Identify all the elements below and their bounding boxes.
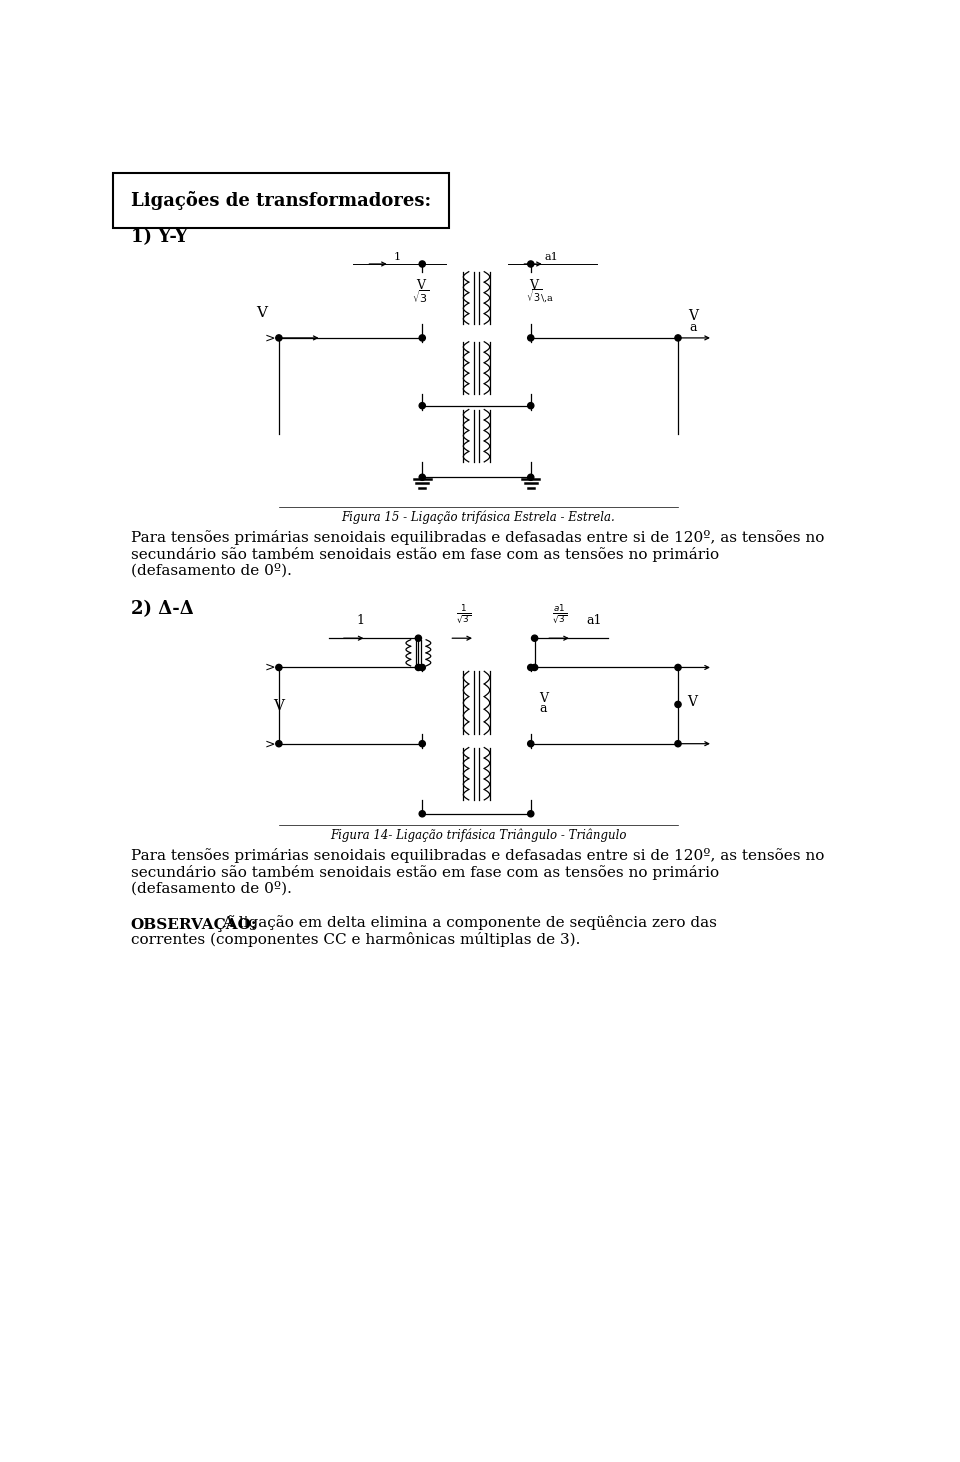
- Text: 1: 1: [356, 614, 364, 627]
- Text: V: V: [539, 692, 547, 705]
- Circle shape: [420, 664, 425, 671]
- Text: >: >: [265, 737, 275, 750]
- Text: 2) Δ-Δ: 2) Δ-Δ: [131, 599, 194, 618]
- Circle shape: [532, 635, 538, 642]
- Text: a: a: [540, 702, 547, 715]
- Circle shape: [528, 335, 534, 341]
- Circle shape: [276, 335, 282, 341]
- Circle shape: [528, 474, 534, 481]
- Circle shape: [420, 474, 425, 481]
- Circle shape: [416, 664, 421, 671]
- Circle shape: [675, 702, 681, 708]
- Circle shape: [420, 260, 425, 268]
- Text: V: V: [529, 279, 539, 292]
- Text: V: V: [274, 699, 284, 713]
- Text: Ligações de transformadores:: Ligações de transformadores:: [131, 192, 431, 211]
- Text: Para tensões primárias senoidais equilibradas e defasadas entre si de 120º, as t: Para tensões primárias senoidais equilib…: [131, 529, 825, 545]
- Text: correntes (componentes CC e harmônicas múltiplas de 3).: correntes (componentes CC e harmônicas m…: [131, 933, 580, 947]
- Text: 1: 1: [394, 251, 401, 262]
- Text: V: V: [687, 694, 697, 709]
- Circle shape: [528, 260, 534, 268]
- Text: a: a: [689, 320, 697, 333]
- Circle shape: [528, 664, 534, 671]
- Text: $\sqrt{3}$: $\sqrt{3}$: [412, 288, 430, 304]
- Circle shape: [420, 741, 425, 747]
- Text: Para tensões primárias senoidais equilibradas e defasadas entre si de 120º, as t: Para tensões primárias senoidais equilib…: [131, 848, 825, 863]
- Text: >: >: [265, 661, 275, 674]
- Text: $\frac{a1}{\sqrt{3}}$: $\frac{a1}{\sqrt{3}}$: [552, 602, 567, 626]
- Text: $\sqrt{3}$\,a: $\sqrt{3}$\,a: [526, 288, 554, 306]
- Text: (defasamento de 0º).: (defasamento de 0º).: [131, 563, 292, 577]
- Circle shape: [420, 811, 425, 817]
- Circle shape: [675, 664, 681, 671]
- Text: secundário são também senoidais estão em fase com as tensões no primário: secundário são também senoidais estão em…: [131, 547, 719, 561]
- Text: A ligação em delta elimina a componente de seqüência zero das: A ligação em delta elimina a componente …: [218, 915, 716, 930]
- Circle shape: [528, 741, 534, 747]
- Circle shape: [675, 741, 681, 747]
- Text: V: V: [417, 279, 425, 292]
- Circle shape: [416, 635, 421, 642]
- Circle shape: [420, 335, 425, 341]
- Text: Figura 14- Ligação trifásica Triângulo - Triângulo: Figura 14- Ligação trifásica Triângulo -…: [330, 829, 626, 842]
- Text: Figura 15 - Ligação trifásica Estrela - Estrela.: Figura 15 - Ligação trifásica Estrela - …: [341, 510, 615, 523]
- Text: a1: a1: [544, 251, 559, 262]
- Text: secundário são também senoidais estão em fase com as tensões no primário: secundário são também senoidais estão em…: [131, 864, 719, 880]
- Circle shape: [276, 741, 282, 747]
- Circle shape: [528, 811, 534, 817]
- Text: a1: a1: [587, 614, 602, 627]
- Circle shape: [276, 664, 282, 671]
- Text: OBSERVAÇÃO:: OBSERVAÇÃO:: [131, 915, 257, 933]
- Text: 1) Y-Y: 1) Y-Y: [131, 228, 187, 246]
- Circle shape: [675, 335, 681, 341]
- Circle shape: [528, 402, 534, 409]
- Circle shape: [532, 664, 538, 671]
- Text: >: >: [265, 332, 275, 345]
- Text: V: V: [256, 306, 267, 320]
- Text: $\frac{1}{\sqrt{3}}$: $\frac{1}{\sqrt{3}}$: [456, 602, 471, 626]
- Text: (defasamento de 0º).: (defasamento de 0º).: [131, 882, 292, 896]
- Text: V: V: [688, 310, 699, 323]
- Circle shape: [420, 402, 425, 409]
